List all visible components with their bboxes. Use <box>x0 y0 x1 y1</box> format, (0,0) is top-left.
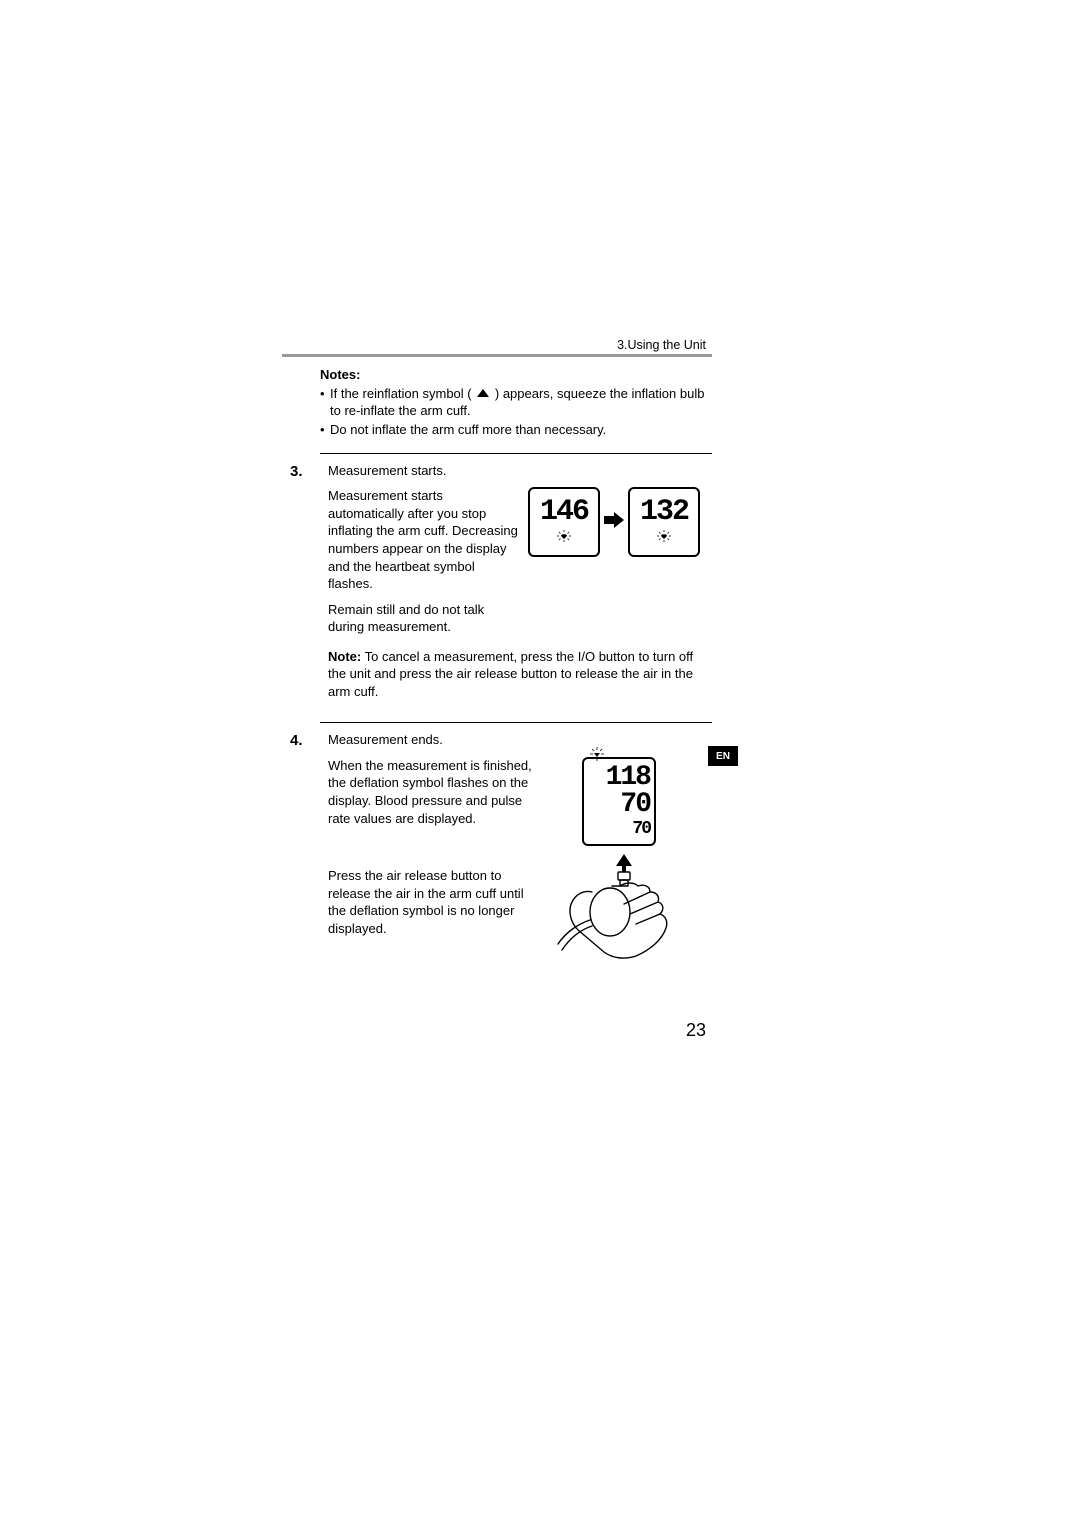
lcd-value-right: 132 <box>640 497 688 527</box>
systolic-value: 118 <box>606 765 650 792</box>
reinflation-up-icon <box>476 386 490 403</box>
lcd-value-left: 146 <box>540 497 588 527</box>
deflation-flash-icon <box>590 747 604 766</box>
heartbeat-icon <box>655 529 673 547</box>
step-number: 3. <box>282 462 328 701</box>
figure-lcd-result: 118 70 70 <box>548 757 690 962</box>
pulse-value: 70 <box>632 821 650 838</box>
language-tab: EN <box>708 746 738 766</box>
step-3-note: Note: To cancel a measurement, press the… <box>328 648 712 701</box>
hand-bulb-illustration <box>548 852 690 962</box>
step-3-para1: Measurement starts automatically after y… <box>328 487 518 592</box>
separator <box>320 453 712 454</box>
notes-list: • If the reinflation symbol ( ) appears,… <box>320 386 712 439</box>
separator <box>320 722 712 723</box>
note-item-2: • Do not inflate the arm cuff more than … <box>320 422 712 439</box>
arrow-right-icon <box>604 512 624 533</box>
step-4: 4. Measurement ends. When the measuremen… <box>282 731 712 961</box>
note-1-pre: If the reinflation symbol ( <box>330 386 472 401</box>
step-4-body: Measurement ends. When the measurement i… <box>328 731 712 961</box>
step-4-para1: When the measurement is finished, the de… <box>328 757 540 827</box>
page-number: 23 <box>282 1020 712 1041</box>
lcd-box-left: 146 <box>528 487 600 557</box>
step-3: 3. Measurement starts. Measurement start… <box>282 462 712 701</box>
step-3-title: Measurement starts. <box>328 462 712 480</box>
step-4-para2: Press the air release button to release … <box>328 867 540 937</box>
diastolic-value: 70 <box>620 792 650 819</box>
section-header: 3.Using the Unit <box>282 338 712 352</box>
header-rule <box>282 354 712 357</box>
step-3-para2: Remain still and do not talk during meas… <box>328 601 518 636</box>
note-2-text: Do not inflate the arm cuff more than ne… <box>330 422 712 439</box>
note-1-text: If the reinflation symbol ( ) appears, s… <box>330 386 712 420</box>
heartbeat-icon <box>555 529 573 547</box>
notes-heading: Notes: <box>320 367 712 382</box>
figure-lcd-decreasing: 146 <box>518 487 700 557</box>
manual-page: 3.Using the Unit Notes: • If the reinfla… <box>282 338 712 1041</box>
lcd-result-box: 118 70 70 <box>582 757 656 846</box>
step-3-body: Measurement starts. Measurement starts a… <box>328 462 712 701</box>
lcd-box-right: 132 <box>628 487 700 557</box>
step-number: 4. <box>282 731 328 961</box>
step-3-note-text: To cancel a measurement, press the I/O b… <box>328 649 693 699</box>
bullet-icon: • <box>320 422 330 439</box>
step-4-title: Measurement ends. <box>328 731 712 749</box>
note-item-1: • If the reinflation symbol ( ) appears,… <box>320 386 712 420</box>
note-label: Note: <box>328 649 361 664</box>
bullet-icon: • <box>320 386 330 420</box>
